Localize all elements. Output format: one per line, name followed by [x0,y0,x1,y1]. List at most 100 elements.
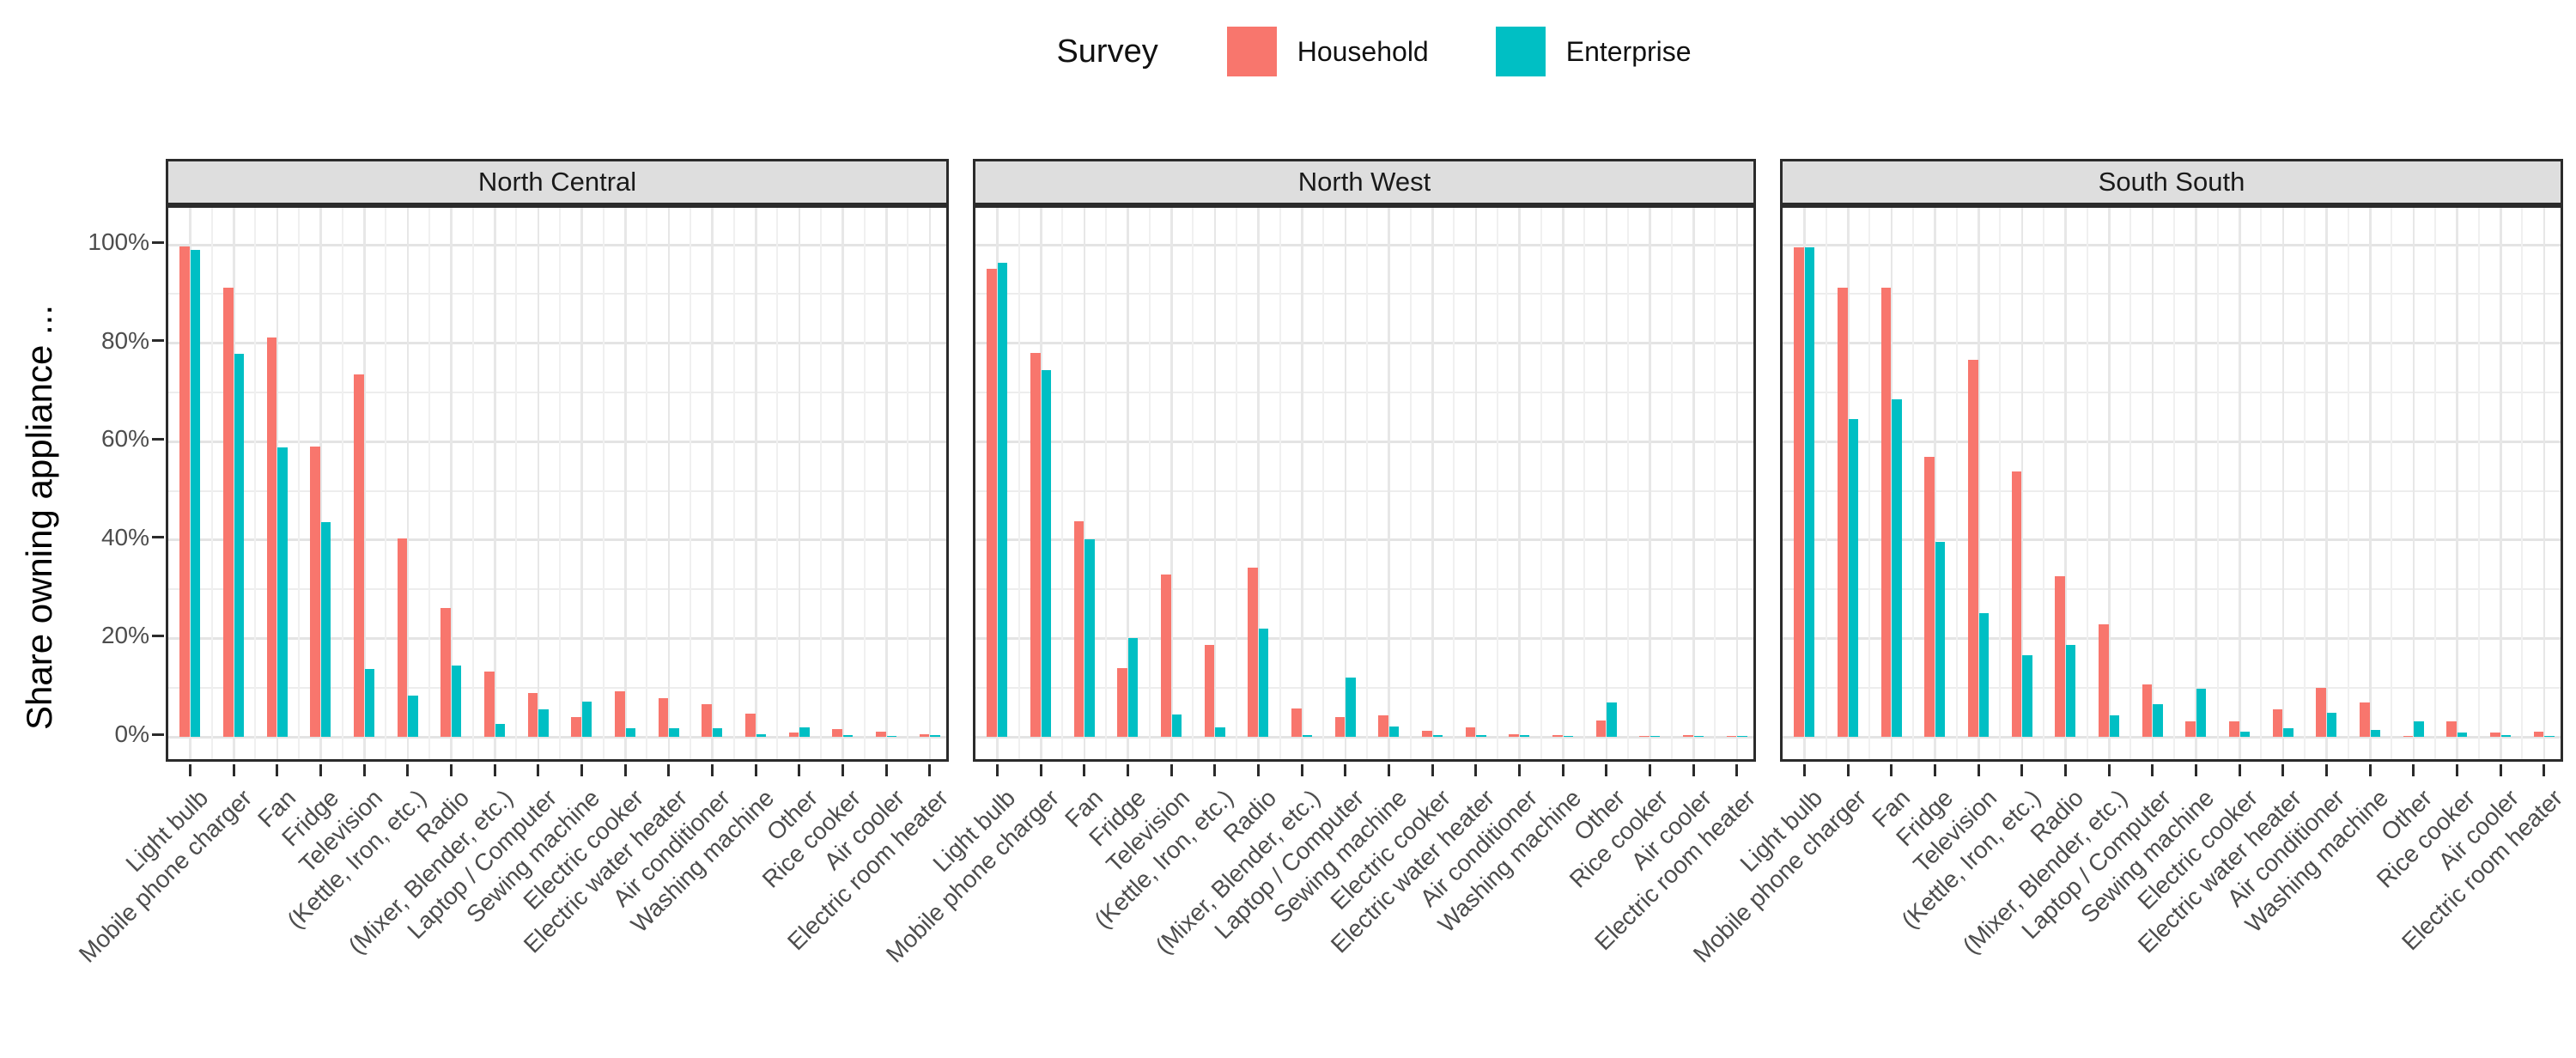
bar-enterprise [1935,541,1946,737]
facet-strip: North Central [166,159,949,205]
x-axis-tick-mark [798,764,801,776]
gridline-major-v [755,208,757,759]
x-axis-tick-mark [754,764,757,776]
gridline-minor-v [428,208,430,759]
gridline-minor-v [341,208,343,759]
gridline-minor-h [1783,293,2561,295]
bar-enterprise [669,728,679,737]
gridline-minor-v [732,208,735,759]
gridline-major-v [1301,208,1303,759]
gridline-minor-h [975,588,1753,591]
bar-enterprise [1978,612,1989,737]
gridline-major-h [168,342,946,345]
gridline-major-v [2151,208,2154,759]
gridline-minor-v [1018,208,1020,759]
gridline-minor-v [1955,208,1958,759]
gridline-major-v [2064,208,2067,759]
bar-household [1378,715,1388,737]
enterprise-color-swatch [1495,27,1546,76]
y-axis-tick-mark [152,437,164,441]
bar-household [2403,735,2414,737]
y-axis-tick-label: 40% [100,523,149,550]
gridline-major-v [1040,208,1042,759]
x-axis-tick-mark [1890,764,1893,776]
gridline-major-h [1783,243,2561,246]
bar-enterprise [1084,538,1095,737]
gridline-minor-v [1105,208,1107,759]
x-axis-tick-mark [1735,764,1739,776]
x-axis-tick-mark [1256,764,1260,776]
x-axis-tick-mark [2412,764,2415,776]
bar-enterprise [1302,734,1312,737]
bar-household [2142,684,2153,737]
bar-enterprise [538,708,549,737]
bar-household [1794,246,1804,737]
x-axis-tick-mark [1977,764,1980,776]
bar-household [1509,733,1519,737]
x-axis-tick-mark [1802,764,1806,776]
bar-household [1073,521,1084,737]
bar-enterprise [2065,644,2076,737]
legend-label-enterprise: Enterprise [1565,35,1692,67]
gridline-minor-v [1322,208,1325,759]
x-axis-tick-mark [1083,764,1086,776]
bar-household [354,374,364,737]
bar-household [876,731,886,737]
y-axis-tick-mark [152,634,164,637]
bar-enterprise [712,728,723,737]
bar-enterprise [2153,704,2163,737]
facet-plot-panel: Light bulb Mobile phone charger Fan Fridge T… [1688,205,2567,968]
gridline-major-v [798,208,801,759]
bar-enterprise [2370,729,2380,737]
bar-enterprise [1041,370,1051,737]
x-axis-tick-mark [928,764,932,776]
y-axis-tick-label: 20% [100,622,149,649]
gridline-major-v [1890,208,1893,759]
bar-enterprise [842,735,854,737]
bar-enterprise [1737,735,1747,737]
bar-enterprise [1563,735,1573,737]
x-axis-tick-mark [232,764,235,776]
gridline-minor-v [1497,208,1498,759]
gridline-minor-h [1783,588,2561,591]
gridline-minor-v [210,208,213,759]
gridline-major-v [1127,208,1129,759]
bar-household [745,714,756,737]
gridline-minor-v [1409,208,1412,759]
bar-household [2272,709,2283,737]
bar-enterprise [1215,727,1225,737]
gridline-major-v [450,208,453,759]
gridline-major-h [168,636,946,640]
gridline-major-v [1474,208,1478,759]
bar-enterprise [451,665,462,737]
gridline-minor-v [1453,208,1455,759]
bar-household [397,538,408,737]
gridline-major-v [233,208,235,759]
bar-household [1595,720,1607,737]
bar-enterprise [581,701,592,737]
gridline-minor-v [2434,208,2436,759]
gridline-major-v [1344,208,1347,759]
gridline-minor-v [690,208,691,759]
bar-enterprise [320,522,331,737]
bar-enterprise [2196,688,2207,737]
gridline-major-h [975,342,1753,345]
gridline-minor-v [559,208,561,759]
gridline-major-h [1783,735,2561,739]
x-axis-tick-mark [1692,764,1695,776]
x-axis-tick-mark [2238,764,2241,776]
gridline-major-v [2543,208,2546,759]
gridline-minor-v [1279,208,1281,759]
x-axis-tick-mark [1517,764,1521,776]
bar-enterprise [2022,654,2032,737]
x-axis-tick-mark [580,764,583,776]
bar-enterprise [1127,638,1139,737]
gridline-major-v [2369,208,2372,759]
x-axis-tick-mark [1561,764,1564,776]
legend-title: Survey [1056,33,1158,70]
bar-enterprise [2414,721,2424,737]
gridline-major-v [189,208,191,759]
gridline-minor-v [1540,208,1542,759]
gridline-major-h [975,440,1753,443]
bar-household [702,704,712,737]
